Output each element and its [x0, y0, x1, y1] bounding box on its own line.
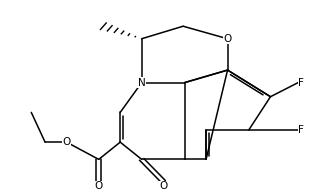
Text: N: N	[138, 78, 146, 88]
Text: F: F	[298, 125, 304, 135]
Text: O: O	[159, 181, 167, 191]
Text: F: F	[298, 78, 304, 88]
Text: O: O	[95, 181, 103, 191]
Text: O: O	[223, 34, 232, 44]
Text: O: O	[62, 137, 71, 147]
